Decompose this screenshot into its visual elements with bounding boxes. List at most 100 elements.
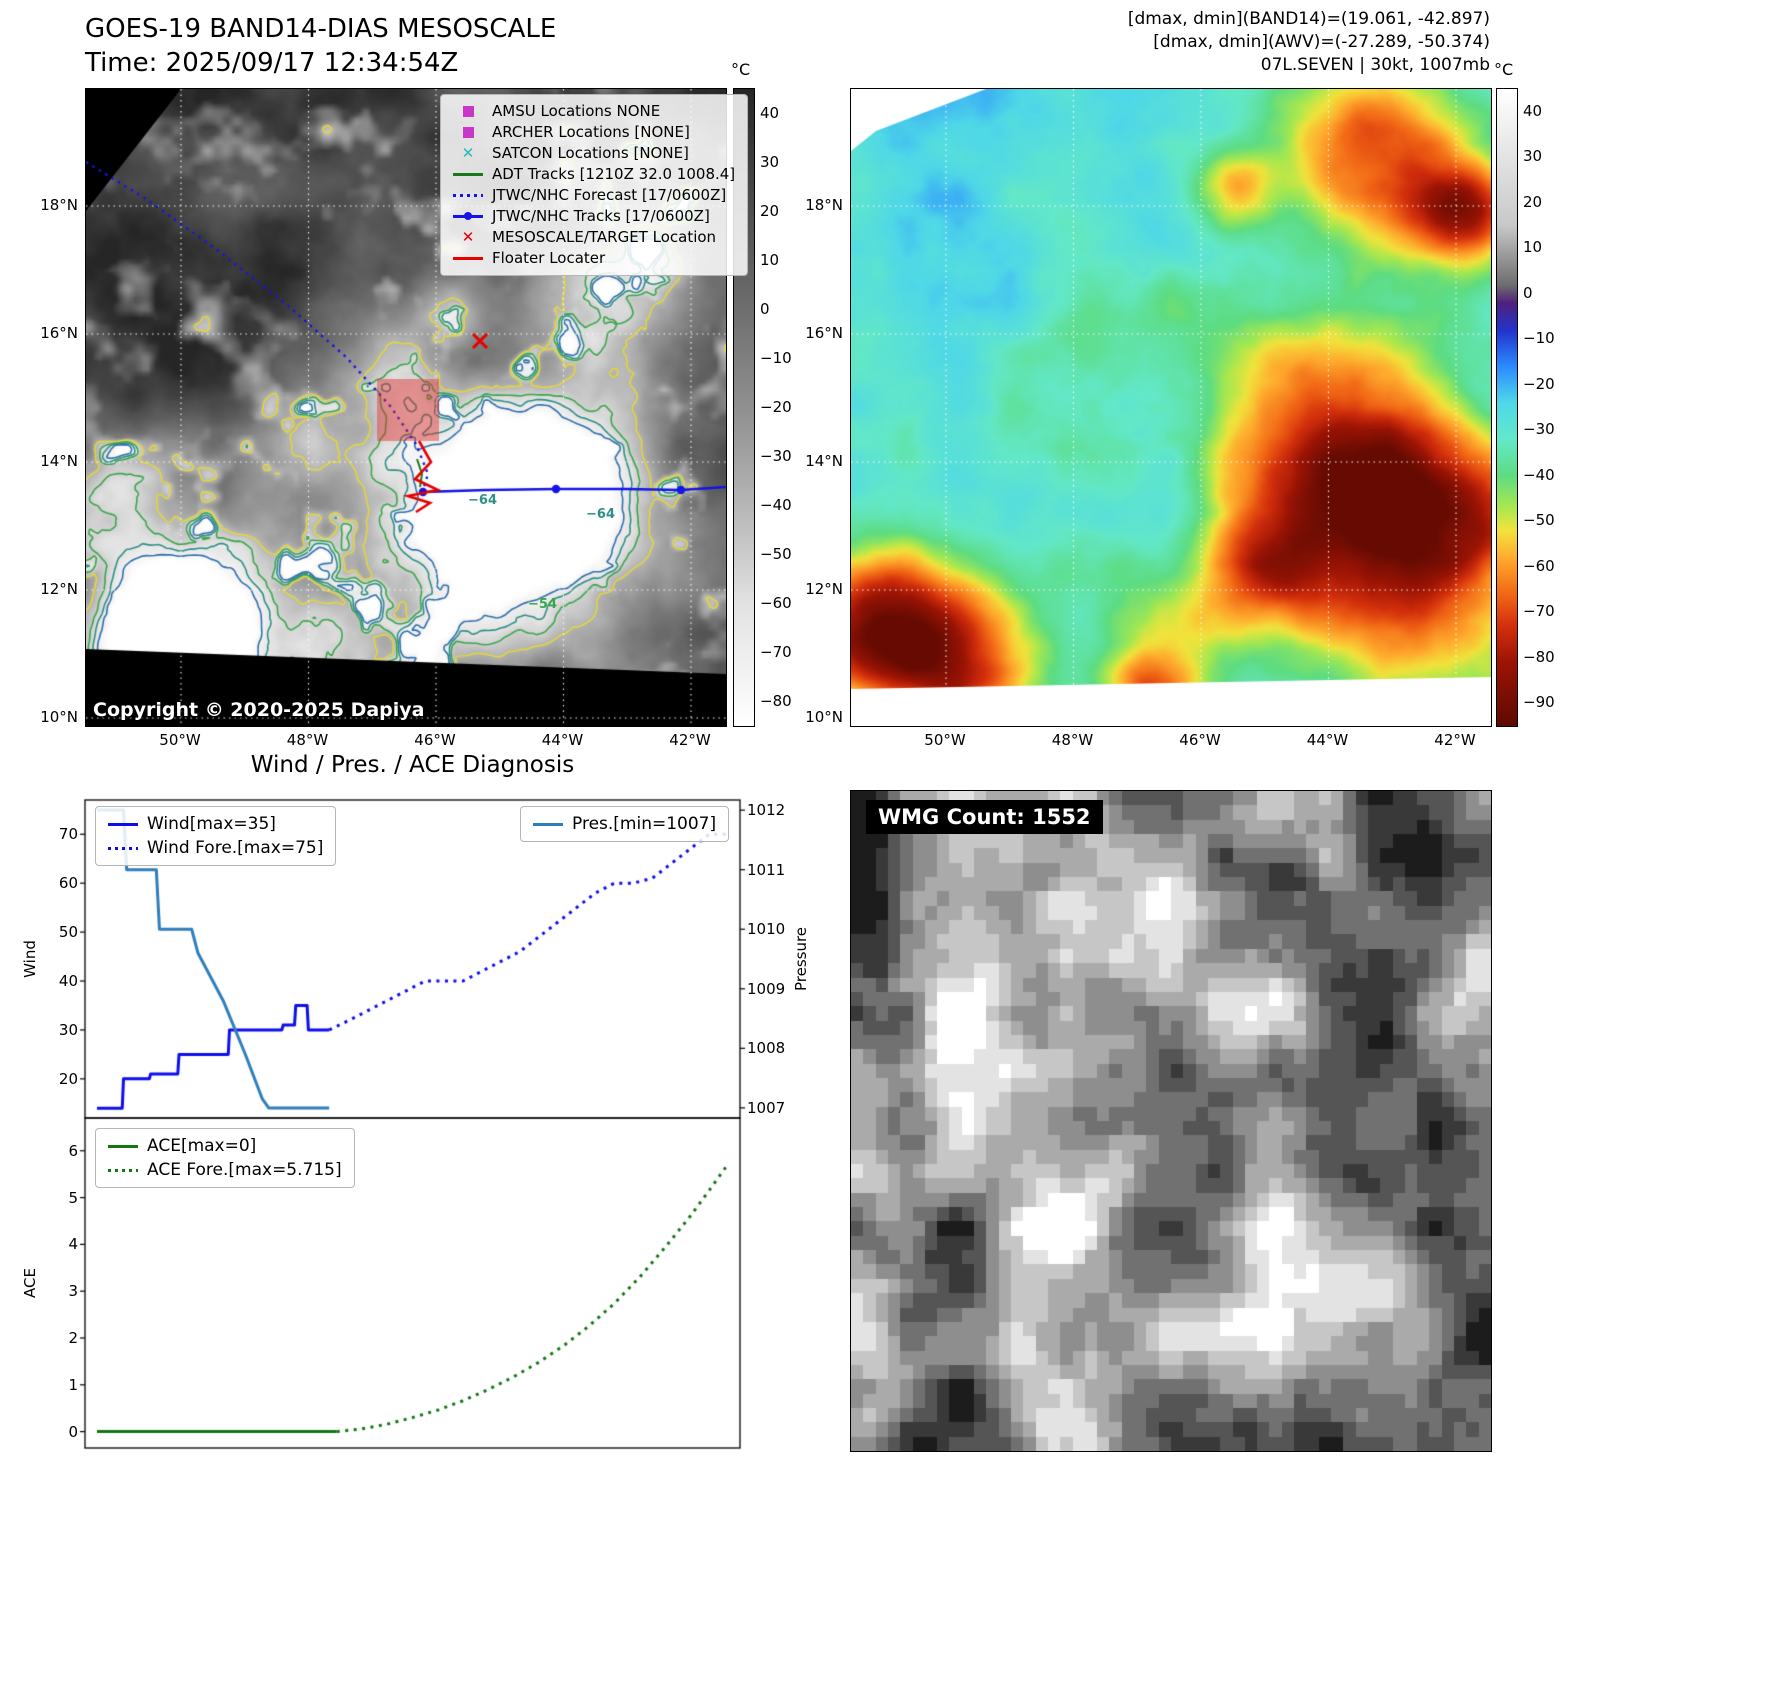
pressure-tick-label: 1011	[747, 860, 786, 879]
pressure-tick-label: 1008	[747, 1039, 786, 1058]
amsu-swatch	[453, 106, 483, 117]
colorbar-tick-label: −90	[1523, 693, 1555, 712]
wind-swatch	[108, 822, 138, 826]
colorbar-tick-label: −40	[760, 495, 792, 514]
dmax-dmin-band14-text: [dmax, dmin](BAND14)=(19.061, -42.897)	[1127, 9, 1490, 29]
colorbar-tick-label: 40	[1523, 101, 1543, 120]
band14-lat-tick: 12°N	[40, 580, 78, 598]
colorbar-tick-label: 40	[760, 103, 780, 122]
colorbar-tick-label: −10	[760, 348, 792, 367]
wind-tick-label: 50	[58, 923, 78, 942]
legend-item-satcon: ✕ SATCON Locations [NONE]	[453, 144, 735, 163]
colorbar-tick-label: −70	[1523, 602, 1555, 621]
awv-lat-tick: 16°N	[805, 324, 843, 342]
colorbar-tick-label: 30	[760, 152, 780, 171]
ace-swatch	[108, 1144, 138, 1148]
wind-tick-label: 30	[58, 1020, 78, 1039]
swatch-shape	[462, 127, 474, 138]
ace-tick-label: 5	[68, 1188, 78, 1207]
contour-label: −64	[586, 507, 615, 522]
legend-label-wind: Wind[max=35]	[147, 814, 276, 834]
wmg-map-canvas	[850, 790, 1492, 1452]
band14-lon-tick: 50°W	[159, 731, 201, 749]
wind-tick-label: 60	[58, 874, 78, 893]
wind-axis-label: Wind	[21, 940, 39, 978]
awv-lon-tick: 50°W	[924, 731, 966, 749]
awv-lat-tick: 18°N	[805, 196, 843, 214]
ace-legend: ACE[max=0] ACE Fore.[max=5.715]	[95, 1128, 355, 1188]
contour-label: −54	[528, 597, 557, 612]
satcon-swatch: ✕	[461, 144, 475, 162]
colorbar-tick-label: 0	[1523, 283, 1533, 302]
copyright-text: Copyright © 2020-2025 Dapiya	[93, 699, 425, 721]
band14-legend: AMSU Locations NONE ARCHER Locations [NO…	[440, 94, 749, 276]
ace-tick-label: 0	[68, 1422, 78, 1441]
jtwc-track-swatch	[453, 212, 483, 220]
awv-lon-tick: 46°W	[1179, 731, 1221, 749]
colorbar-tick-label: −40	[1523, 465, 1555, 484]
archer-swatch	[453, 127, 483, 138]
band14-lon-tick: 48°W	[286, 731, 329, 749]
awv-lon-tick: 42°W	[1434, 731, 1476, 749]
pressure-axis-label: Pressure	[792, 926, 810, 992]
swatch-marker	[464, 212, 472, 220]
awv-header: [dmax, dmin](BAND14)=(19.061, -42.897) […	[1128, 8, 1490, 77]
pressure-tick-label: 1009	[747, 979, 786, 998]
legend-label-jtwc-track: JTWC/NHC Tracks [17/0600Z]	[492, 207, 710, 225]
colorbar-tick-label: −50	[760, 544, 792, 563]
legend-item-wind-fore: Wind Fore.[max=75]	[108, 838, 323, 858]
ace-tick-label: 2	[68, 1329, 78, 1347]
colorbar-tick-label: −70	[760, 642, 792, 661]
band14-lat-tick: 18°N	[40, 196, 78, 214]
legend-item-jtwc-forecast: JTWC/NHC Forecast [17/0600Z]	[453, 186, 735, 205]
colorbar-tick-label: −80	[760, 691, 792, 710]
swatch-shape	[453, 257, 483, 260]
jtwc-forecast-swatch	[453, 194, 483, 197]
pressure-tick-label: 1007	[747, 1098, 786, 1117]
legend-label-satcon: SATCON Locations [NONE]	[492, 144, 689, 162]
legend-item-jtwc-track: JTWC/NHC Tracks [17/0600Z]	[453, 207, 735, 226]
awv-lon-tick: 44°W	[1306, 731, 1349, 749]
legend-item-floater: Floater Locater	[453, 249, 735, 268]
ace-fore-swatch	[108, 1168, 138, 1172]
legend-label-target: MESOSCALE/TARGET Location	[492, 228, 717, 246]
legend-label-adt: ADT Tracks [1210Z 32.0 1008.4]	[492, 165, 736, 183]
colorbar-tick-label: 10	[1523, 238, 1543, 257]
legend-label-amsu: AMSU Locations NONE	[492, 102, 661, 120]
wind-fore-swatch	[108, 846, 138, 850]
colorbar-tick-label: −80	[1523, 647, 1555, 666]
wind-tick-label: 20	[58, 1069, 78, 1088]
colorbar-tick-label: 30	[1523, 147, 1543, 166]
target-swatch: ✕	[461, 228, 475, 246]
pressure-tick-label: 1010	[747, 920, 786, 939]
legend-item-target: ✕ MESOSCALE/TARGET Location	[453, 228, 735, 247]
dmax-dmin-awv-text: [dmax, dmin](AWV)=(-27.289, -50.374)	[1153, 32, 1490, 52]
legend-label-ace: ACE[max=0]	[147, 1136, 257, 1156]
swatch-shape	[453, 173, 483, 176]
colorbar-tick-label: −20	[760, 397, 792, 416]
band14-lon-tick: 44°W	[541, 731, 584, 749]
legend-label-wind-fore: Wind Fore.[max=75]	[147, 838, 324, 858]
band14-colorbar-unit: °C	[731, 60, 751, 79]
colorbar-tick-label: −30	[1523, 420, 1555, 439]
legend-label-ace-fore: ACE Fore.[max=5.715]	[147, 1160, 342, 1180]
legend-label-archer: ARCHER Locations [NONE]	[492, 123, 690, 141]
colorbar-tick-label: −60	[1523, 556, 1555, 575]
swatch-shape	[108, 1144, 138, 1148]
ace-tick-label: 4	[68, 1235, 78, 1254]
swatch-shape	[108, 1168, 138, 1172]
wind-tick-label: 40	[58, 972, 78, 990]
swatch-shape	[462, 106, 474, 117]
band14-lat-tick: 10°N	[40, 708, 78, 726]
pres-swatch	[533, 822, 563, 826]
legend-item-ace-fore: ACE Fore.[max=5.715]	[108, 1160, 342, 1180]
swatch-shape	[453, 212, 483, 220]
colorbar-tick-label: −10	[1523, 329, 1555, 348]
awv-lat-tick: 12°N	[805, 580, 843, 598]
swatch-shape	[533, 822, 563, 826]
colorbar-tick-label: 20	[1523, 192, 1543, 211]
colorbar-tick-label: −60	[760, 593, 792, 612]
colorbar-tick-label: 20	[760, 201, 780, 220]
legend-item-wind: Wind[max=35]	[108, 814, 323, 834]
legend-label-pres: Pres.[min=1007]	[572, 814, 717, 834]
